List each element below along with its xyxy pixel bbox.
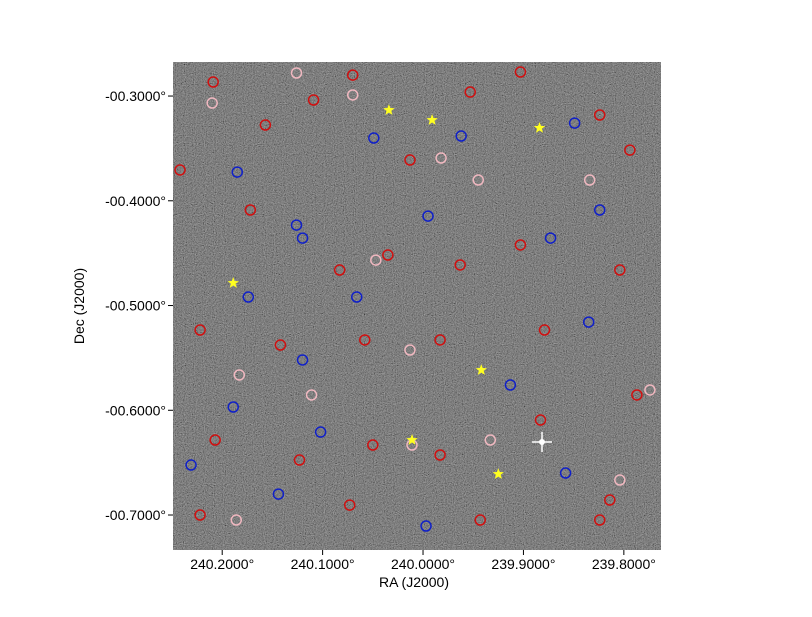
star-marker [383, 104, 395, 115]
y-tick-label: -00.7000° [105, 507, 166, 523]
circle-marker [538, 324, 551, 336]
circle-marker [593, 109, 606, 121]
circle-marker [314, 426, 327, 438]
circle-marker [359, 334, 371, 346]
circle-marker [274, 339, 287, 351]
circle-marker [293, 454, 306, 466]
circle-marker [272, 488, 285, 500]
circle-marker [194, 509, 206, 521]
circle-marker [422, 210, 434, 222]
circle-marker [614, 264, 626, 276]
circle-marker [259, 119, 272, 131]
circle-marker [435, 152, 447, 164]
circle-marker [420, 520, 432, 532]
circle-marker [290, 67, 303, 79]
star-marker [227, 277, 239, 288]
circle-marker [382, 249, 394, 261]
circle-marker [624, 144, 636, 156]
circle-marker [484, 434, 497, 446]
circle-marker [367, 439, 379, 451]
sky-noise [173, 62, 661, 550]
circle-marker [568, 117, 581, 129]
x-tick-label: 239.9000° [491, 556, 555, 572]
bright-star [532, 432, 552, 452]
circle-marker [209, 434, 221, 446]
circle-marker [368, 132, 380, 144]
circle-marker [346, 69, 359, 81]
circle-marker [185, 459, 197, 471]
circle-marker [514, 239, 527, 251]
circle-marker [614, 474, 626, 486]
circle-marker [593, 514, 606, 526]
circle-marker [207, 76, 219, 88]
circle-marker [583, 174, 596, 186]
x-axis-label: RA (J2000) [379, 574, 449, 590]
star-marker [492, 468, 504, 479]
circle-marker [644, 384, 656, 396]
circle-marker [472, 174, 485, 186]
circle-marker [534, 414, 547, 426]
circle-marker [582, 316, 595, 328]
circle-marker [296, 354, 309, 366]
circle-marker [305, 389, 318, 401]
circle-marker [454, 259, 466, 271]
y-axis-label: Dec (J2000) [71, 268, 87, 344]
x-tick-label: 240.0000° [391, 556, 455, 572]
circle-marker [231, 166, 244, 178]
circle-marker [504, 379, 517, 391]
circle-marker [559, 467, 572, 479]
circle-marker [544, 232, 557, 244]
circle-marker [296, 232, 309, 244]
x-tick-label: 240.2000° [190, 556, 254, 572]
circle-marker [244, 204, 257, 216]
circle-marker [434, 449, 446, 461]
circle-marker [631, 389, 643, 401]
x-tick-label: 239.8000° [592, 556, 656, 572]
circle-marker [455, 130, 467, 142]
circle-marker [434, 334, 446, 346]
circle-marker [370, 254, 382, 266]
circle-marker [194, 324, 206, 336]
circle-marker [233, 369, 246, 381]
x-tick-label: 240.1000° [291, 556, 355, 572]
circle-marker [351, 291, 363, 303]
star-marker [406, 434, 418, 445]
circle-marker [343, 499, 356, 511]
circle-marker [604, 494, 616, 506]
y-tick-label: -00.4000° [105, 193, 166, 209]
circle-marker [404, 344, 416, 356]
circle-marker [514, 66, 527, 78]
circle-marker [174, 164, 186, 176]
circle-marker [230, 514, 243, 526]
star-marker [426, 114, 438, 125]
star-marker [475, 364, 487, 375]
circle-marker [227, 401, 239, 413]
circle-marker [593, 204, 606, 216]
y-tick-label: -00.6000° [105, 402, 166, 418]
circle-marker [206, 97, 218, 109]
circle-marker [307, 94, 320, 106]
star-marker [533, 122, 546, 133]
y-tick-label: -00.5000° [105, 298, 166, 314]
y-tick-label: -00.3000° [105, 88, 166, 104]
circle-marker [333, 264, 346, 276]
circle-marker [290, 219, 303, 231]
circle-marker [474, 514, 487, 526]
circle-marker [242, 291, 255, 303]
circle-marker [346, 89, 359, 101]
circle-marker [464, 86, 476, 98]
circle-marker [404, 154, 416, 166]
